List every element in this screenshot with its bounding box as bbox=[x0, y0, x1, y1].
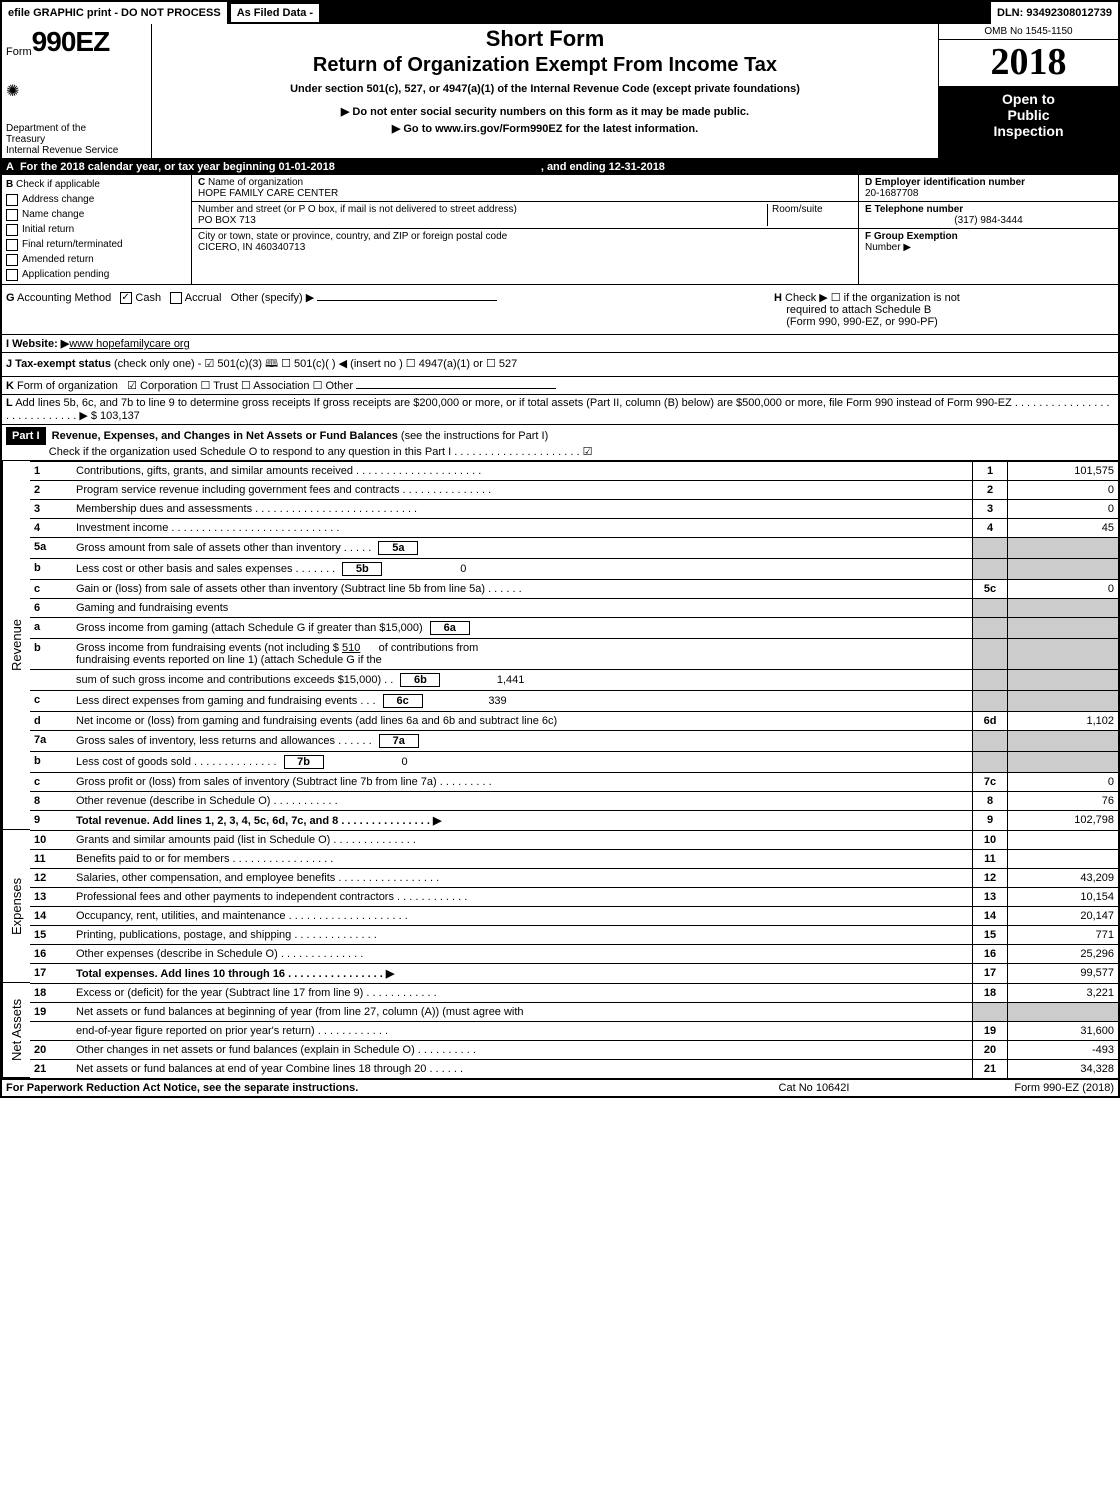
checkbox-final-return[interactable] bbox=[6, 239, 18, 251]
title-cell: Short Form Return of Organization Exempt… bbox=[152, 24, 938, 158]
right-header-cell: OMB No 1545-1150 2018 Open to Public Ins… bbox=[938, 24, 1118, 158]
checkbox-initial-return[interactable] bbox=[6, 224, 18, 236]
checkbox-name-change[interactable] bbox=[6, 209, 18, 221]
checkbox-application-pending[interactable] bbox=[6, 269, 18, 281]
ein: 20-1687708 bbox=[865, 188, 1112, 199]
row-a-ending: , and ending 12-31-2018 bbox=[541, 161, 665, 173]
row-l: L Add lines 5b, 6c, and 7b to line 9 to … bbox=[2, 395, 1118, 425]
tax-year: 2018 bbox=[939, 40, 1118, 87]
row-k: K Form of organization ☑ Corporation ☐ T… bbox=[2, 377, 1118, 395]
line-1-val: 101,575 bbox=[1008, 461, 1118, 480]
row-i: I Website: ▶www hopefamilycare org bbox=[2, 335, 1118, 353]
section-b-org-info: C Name of organization HOPE FAMILY CARE … bbox=[192, 175, 858, 284]
row-j: J Tax-exempt status (check only one) - ☑… bbox=[2, 353, 1118, 377]
footer-mid: Cat No 10642I bbox=[714, 1082, 914, 1094]
website: www hopefamilycare org bbox=[69, 338, 189, 350]
checkbox-address-change[interactable] bbox=[6, 194, 18, 206]
top-bar: efile GRAPHIC print - DO NOT PROCESS As … bbox=[2, 2, 1118, 24]
financial-table: Revenue 1 Contributions, gifts, grants, … bbox=[2, 461, 1118, 1078]
dept-line1: Department of the bbox=[6, 123, 147, 134]
section-b-right: D Employer identification number 20-1687… bbox=[858, 175, 1118, 284]
row-a-text: For the 2018 calendar year, or tax year … bbox=[20, 161, 335, 173]
arrow-line-2: ▶ Go to www.irs.gov/Form990EZ for the la… bbox=[154, 122, 936, 135]
dept-line3: Internal Revenue Service bbox=[6, 145, 147, 156]
part1-header-row: Part I Revenue, Expenses, and Changes in… bbox=[2, 425, 1118, 461]
checkbox-amended-return[interactable] bbox=[6, 254, 18, 266]
row-g: G Accounting Method Cash Accrual Other (… bbox=[2, 284, 1118, 335]
checkbox-cash[interactable] bbox=[120, 292, 132, 304]
form-container: efile GRAPHIC print - DO NOT PROCESS As … bbox=[0, 0, 1120, 1098]
org-city: CICERO, IN 460340713 bbox=[198, 242, 852, 253]
org-name: HOPE FAMILY CARE CENTER bbox=[198, 188, 852, 199]
open-to-public: Open to Public Inspection bbox=[939, 87, 1118, 158]
footer-row: For Paperwork Reduction Act Notice, see … bbox=[2, 1078, 1118, 1096]
form-word: Form bbox=[6, 46, 32, 58]
footer-right: Form 990-EZ (2018) bbox=[914, 1082, 1114, 1094]
phone: (317) 984-3444 bbox=[865, 215, 1112, 226]
room-suite: Room/suite bbox=[767, 204, 852, 226]
form-id-cell: Form 990EZ ✺ Department of the Treasury … bbox=[2, 24, 152, 158]
checkbox-accrual[interactable] bbox=[170, 292, 182, 304]
form-name: 990EZ bbox=[32, 26, 110, 58]
org-address: PO BOX 713 bbox=[198, 215, 767, 226]
row-a: A For the 2018 calendar year, or tax yea… bbox=[2, 159, 1118, 175]
header-grid: Form 990EZ ✺ Department of the Treasury … bbox=[2, 24, 1118, 159]
footer-left: For Paperwork Reduction Act Notice, see … bbox=[6, 1082, 714, 1094]
short-form-title: Short Form bbox=[154, 26, 936, 52]
side-label-netassets: Net Assets bbox=[2, 983, 30, 1078]
side-label-revenue: Revenue bbox=[2, 461, 30, 830]
part1-label: Part I bbox=[6, 427, 46, 445]
arrow-line-1: ▶ Do not enter social security numbers o… bbox=[154, 105, 936, 118]
section-b-checks: B Check if applicable Address change Nam… bbox=[2, 175, 192, 284]
line-1-num: 1 bbox=[30, 461, 72, 480]
as-filed-label: As Filed Data - bbox=[231, 4, 319, 22]
under-section: Under section 501(c), 527, or 4947(a)(1)… bbox=[154, 83, 936, 95]
dln-number: DLN: 93492308012739 bbox=[991, 2, 1118, 24]
dept-line2: Treasury bbox=[6, 134, 147, 145]
omb-number: OMB No 1545-1150 bbox=[939, 24, 1118, 40]
efile-notice: efile GRAPHIC print - DO NOT PROCESS bbox=[2, 2, 227, 24]
main-title: Return of Organization Exempt From Incom… bbox=[154, 54, 936, 77]
row-a-label: A bbox=[6, 161, 14, 173]
side-label-expenses: Expenses bbox=[2, 830, 30, 983]
section-b: B Check if applicable Address change Nam… bbox=[2, 175, 1118, 284]
line-1-desc: Contributions, gifts, grants, and simila… bbox=[72, 461, 972, 480]
